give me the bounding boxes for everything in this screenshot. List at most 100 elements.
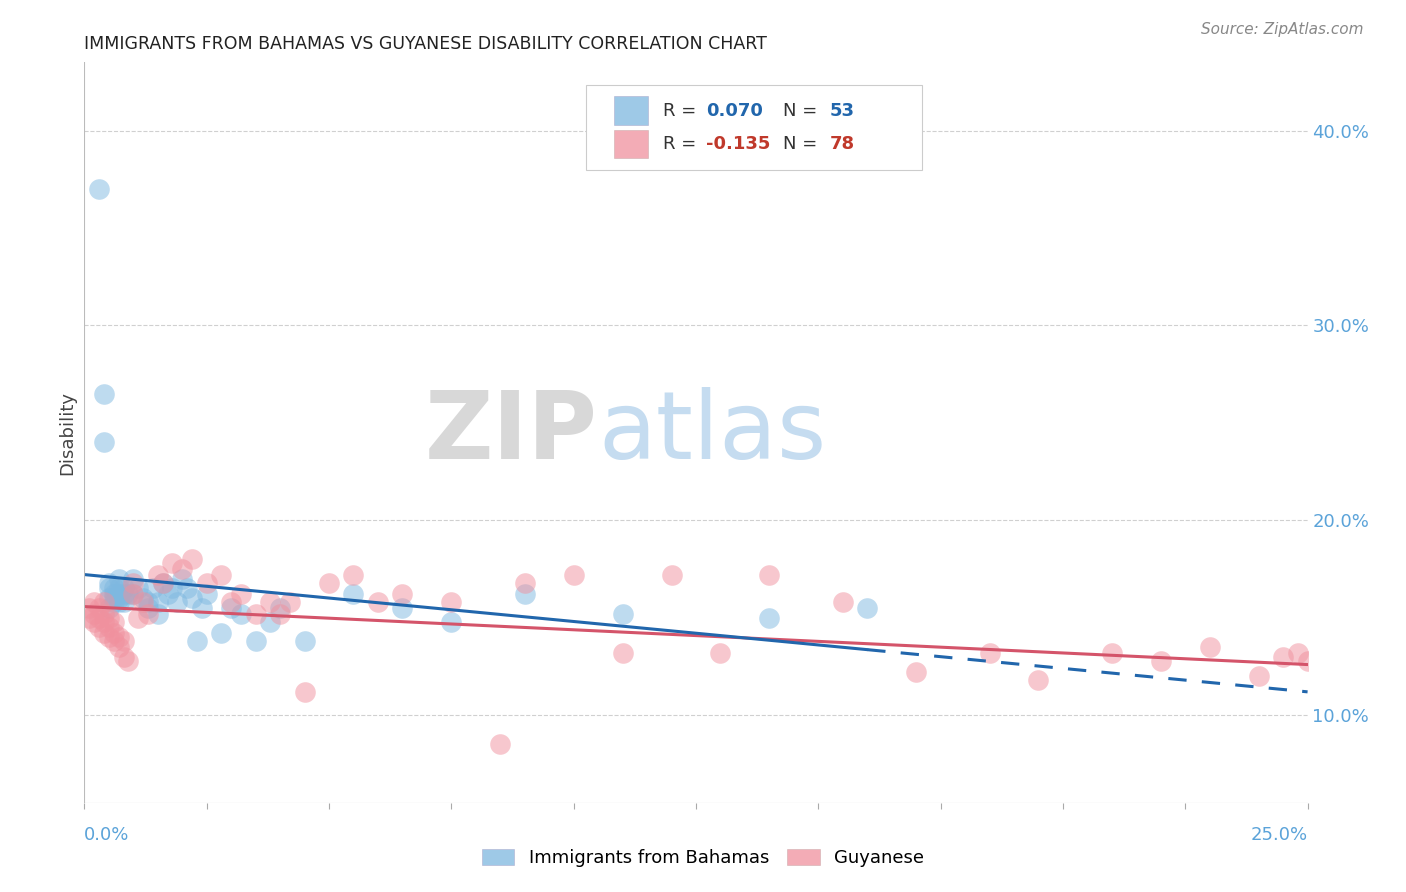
Point <box>117 587 139 601</box>
Point <box>1101 646 1123 660</box>
FancyBboxPatch shape <box>586 85 922 169</box>
Text: 0.0%: 0.0% <box>84 826 129 844</box>
Point <box>259 615 281 629</box>
Point <box>209 626 232 640</box>
Point <box>107 595 129 609</box>
Point <box>97 575 120 590</box>
Point <box>127 582 149 596</box>
Point <box>112 587 135 601</box>
Point <box>103 626 125 640</box>
Point <box>77 601 100 615</box>
Point <box>132 591 155 606</box>
Point <box>562 567 585 582</box>
Point <box>294 634 316 648</box>
Point <box>831 595 853 609</box>
Text: R =: R = <box>664 102 702 120</box>
Point <box>136 595 159 609</box>
Point <box>612 646 634 660</box>
Y-axis label: Disability: Disability <box>58 391 76 475</box>
Point <box>107 572 129 586</box>
Point <box>97 582 120 596</box>
Point <box>97 630 120 644</box>
Point <box>758 611 780 625</box>
Point <box>758 567 780 582</box>
Point <box>112 649 135 664</box>
FancyBboxPatch shape <box>614 130 648 158</box>
Point <box>107 630 129 644</box>
Point <box>122 587 145 601</box>
Point <box>117 654 139 668</box>
Point <box>219 595 242 609</box>
Point <box>979 646 1001 660</box>
Point <box>318 575 340 590</box>
Point <box>342 587 364 601</box>
Point <box>1247 669 1270 683</box>
Point <box>162 582 184 596</box>
Point <box>136 607 159 621</box>
Point <box>1320 669 1343 683</box>
Point <box>269 607 291 621</box>
Point <box>269 601 291 615</box>
Point <box>1346 665 1368 680</box>
Point <box>127 611 149 625</box>
Point <box>612 607 634 621</box>
Point <box>87 601 110 615</box>
Text: 0.070: 0.070 <box>706 102 762 120</box>
Text: -0.135: -0.135 <box>706 135 770 153</box>
Point <box>1395 679 1406 693</box>
Point <box>1385 669 1406 683</box>
Point <box>112 582 135 596</box>
Point <box>136 601 159 615</box>
Point <box>489 737 512 751</box>
Legend: Immigrants from Bahamas, Guyanese: Immigrants from Bahamas, Guyanese <box>475 841 931 874</box>
Point <box>103 591 125 606</box>
Point <box>1150 654 1173 668</box>
Point <box>195 587 218 601</box>
Point <box>166 595 188 609</box>
Point <box>1296 654 1319 668</box>
Point <box>83 595 105 609</box>
Text: IMMIGRANTS FROM BAHAMAS VS GUYANESE DISABILITY CORRELATION CHART: IMMIGRANTS FROM BAHAMAS VS GUYANESE DISA… <box>84 35 768 53</box>
Point <box>152 575 174 590</box>
Point <box>219 601 242 615</box>
Point <box>513 575 536 590</box>
Point <box>107 591 129 606</box>
Point <box>87 182 110 196</box>
Text: R =: R = <box>664 135 702 153</box>
Point <box>162 556 184 570</box>
Point <box>186 634 208 648</box>
Point <box>181 552 204 566</box>
Point <box>103 634 125 648</box>
Point <box>709 646 731 660</box>
Point <box>103 615 125 629</box>
Point <box>93 615 115 629</box>
Point <box>1286 646 1309 660</box>
Point <box>172 562 194 576</box>
Point <box>391 587 413 601</box>
Point <box>122 572 145 586</box>
Point <box>122 587 145 601</box>
Point <box>391 601 413 615</box>
Point <box>107 640 129 654</box>
Point <box>1405 659 1406 673</box>
Point <box>1028 673 1050 687</box>
Text: atlas: atlas <box>598 386 827 479</box>
Point <box>97 620 120 634</box>
Point <box>112 634 135 648</box>
Text: N =: N = <box>783 135 823 153</box>
Point <box>172 572 194 586</box>
Point <box>176 582 198 596</box>
Point <box>107 587 129 601</box>
Point <box>122 575 145 590</box>
Text: 53: 53 <box>830 102 855 120</box>
Text: 25.0%: 25.0% <box>1250 826 1308 844</box>
Point <box>93 595 115 609</box>
Point <box>146 607 169 621</box>
Point <box>181 591 204 606</box>
Point <box>132 595 155 609</box>
Point <box>87 611 110 625</box>
Point <box>440 595 463 609</box>
Point <box>97 601 120 615</box>
Point <box>278 595 301 609</box>
Point <box>112 595 135 609</box>
